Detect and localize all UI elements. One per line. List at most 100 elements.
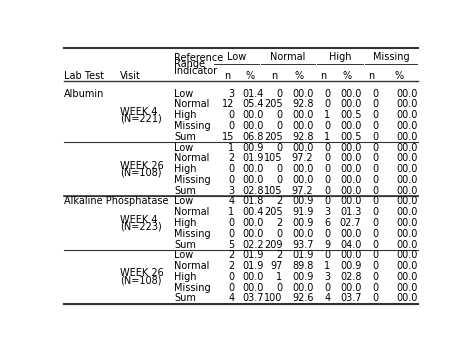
Text: 00.0: 00.0: [292, 283, 313, 293]
Text: 12: 12: [222, 99, 235, 109]
Text: 9: 9: [324, 240, 330, 249]
Text: 91.9: 91.9: [292, 207, 313, 217]
Text: 4: 4: [324, 293, 330, 303]
Text: Sum: Sum: [174, 293, 196, 303]
Text: High: High: [174, 110, 196, 120]
Text: 01.9: 01.9: [243, 250, 264, 260]
Text: 02.8: 02.8: [242, 185, 264, 196]
Text: 1: 1: [324, 132, 330, 142]
Text: 105: 105: [264, 185, 283, 196]
Text: 00.9: 00.9: [292, 196, 313, 207]
Text: 2: 2: [276, 196, 283, 207]
Text: 2: 2: [276, 250, 283, 260]
Text: Low: Low: [174, 143, 193, 152]
Text: 0: 0: [373, 207, 379, 217]
Text: 205: 205: [264, 207, 283, 217]
Text: 97: 97: [270, 261, 283, 271]
Text: Missing: Missing: [174, 121, 210, 131]
Text: Albumin: Albumin: [64, 89, 104, 99]
Text: 00.0: 00.0: [397, 175, 418, 185]
Text: 6: 6: [324, 218, 330, 228]
Text: Missing: Missing: [174, 229, 210, 239]
Text: 00.0: 00.0: [397, 261, 418, 271]
Text: 02.8: 02.8: [340, 272, 362, 282]
Text: Missing: Missing: [174, 175, 210, 185]
Text: 0: 0: [276, 121, 283, 131]
Text: Low: Low: [227, 52, 246, 62]
Text: 0: 0: [276, 283, 283, 293]
Text: 00.0: 00.0: [292, 229, 313, 239]
Text: WEEK 4: WEEK 4: [120, 107, 157, 117]
Text: 00.0: 00.0: [397, 185, 418, 196]
Text: 00.0: 00.0: [397, 132, 418, 142]
Text: 0: 0: [276, 110, 283, 120]
Text: 0: 0: [324, 229, 330, 239]
Text: 3: 3: [324, 272, 330, 282]
Text: 00.0: 00.0: [397, 207, 418, 217]
Text: 04.0: 04.0: [340, 240, 362, 249]
Text: 0: 0: [373, 283, 379, 293]
Text: 0: 0: [324, 143, 330, 152]
Text: Missing: Missing: [373, 52, 409, 62]
Text: 1: 1: [276, 272, 283, 282]
Text: 00.0: 00.0: [340, 283, 362, 293]
Text: 0: 0: [373, 240, 379, 249]
Text: 00.0: 00.0: [397, 121, 418, 131]
Text: 0: 0: [373, 261, 379, 271]
Text: 2: 2: [228, 250, 235, 260]
Text: 00.0: 00.0: [397, 283, 418, 293]
Text: 0: 0: [373, 293, 379, 303]
Text: 97.2: 97.2: [292, 153, 313, 163]
Text: 97.2: 97.2: [292, 185, 313, 196]
Text: 205: 205: [264, 132, 283, 142]
Text: High: High: [174, 272, 196, 282]
Text: 00.0: 00.0: [243, 218, 264, 228]
Text: 00.0: 00.0: [397, 153, 418, 163]
Text: Missing: Missing: [174, 283, 210, 293]
Text: WEEK 4: WEEK 4: [120, 215, 157, 224]
Text: 0: 0: [324, 89, 330, 99]
Text: 0: 0: [228, 121, 235, 131]
Text: 15: 15: [222, 132, 235, 142]
Text: 00.0: 00.0: [397, 218, 418, 228]
Text: 105: 105: [264, 153, 283, 163]
Text: 00.0: 00.0: [243, 175, 264, 185]
Text: 00.0: 00.0: [397, 164, 418, 174]
Text: 00.0: 00.0: [340, 196, 362, 207]
Text: 00.0: 00.0: [397, 99, 418, 109]
Text: 92.8: 92.8: [292, 132, 313, 142]
Text: Sum: Sum: [174, 132, 196, 142]
Text: (N=223): (N=223): [120, 221, 162, 232]
Text: Alkaline Phosphatase: Alkaline Phosphatase: [64, 196, 168, 207]
Text: 00.0: 00.0: [243, 110, 264, 120]
Text: 1: 1: [324, 110, 330, 120]
Text: 01.9: 01.9: [292, 250, 313, 260]
Text: 1: 1: [228, 143, 235, 152]
Text: 0: 0: [324, 121, 330, 131]
Text: 02.2: 02.2: [242, 240, 264, 249]
Text: 00.0: 00.0: [397, 240, 418, 249]
Text: 0: 0: [373, 196, 379, 207]
Text: 00.0: 00.0: [292, 89, 313, 99]
Text: n: n: [368, 71, 375, 81]
Text: 06.8: 06.8: [243, 132, 264, 142]
Text: High: High: [174, 164, 196, 174]
Text: n: n: [272, 71, 278, 81]
Text: 00.0: 00.0: [340, 99, 362, 109]
Text: 00.0: 00.0: [340, 175, 362, 185]
Text: Normal: Normal: [174, 207, 210, 217]
Text: %: %: [246, 71, 255, 81]
Text: 0: 0: [276, 89, 283, 99]
Text: 4: 4: [228, 293, 235, 303]
Text: 0: 0: [373, 153, 379, 163]
Text: 00.0: 00.0: [397, 293, 418, 303]
Text: 00.0: 00.0: [243, 164, 264, 174]
Text: 0: 0: [373, 89, 379, 99]
Text: Sum: Sum: [174, 240, 196, 249]
Text: 0: 0: [373, 121, 379, 131]
Text: 3: 3: [228, 89, 235, 99]
Text: 00.9: 00.9: [292, 218, 313, 228]
Text: 00.0: 00.0: [397, 229, 418, 239]
Text: 0: 0: [373, 164, 379, 174]
Text: 92.6: 92.6: [292, 293, 313, 303]
